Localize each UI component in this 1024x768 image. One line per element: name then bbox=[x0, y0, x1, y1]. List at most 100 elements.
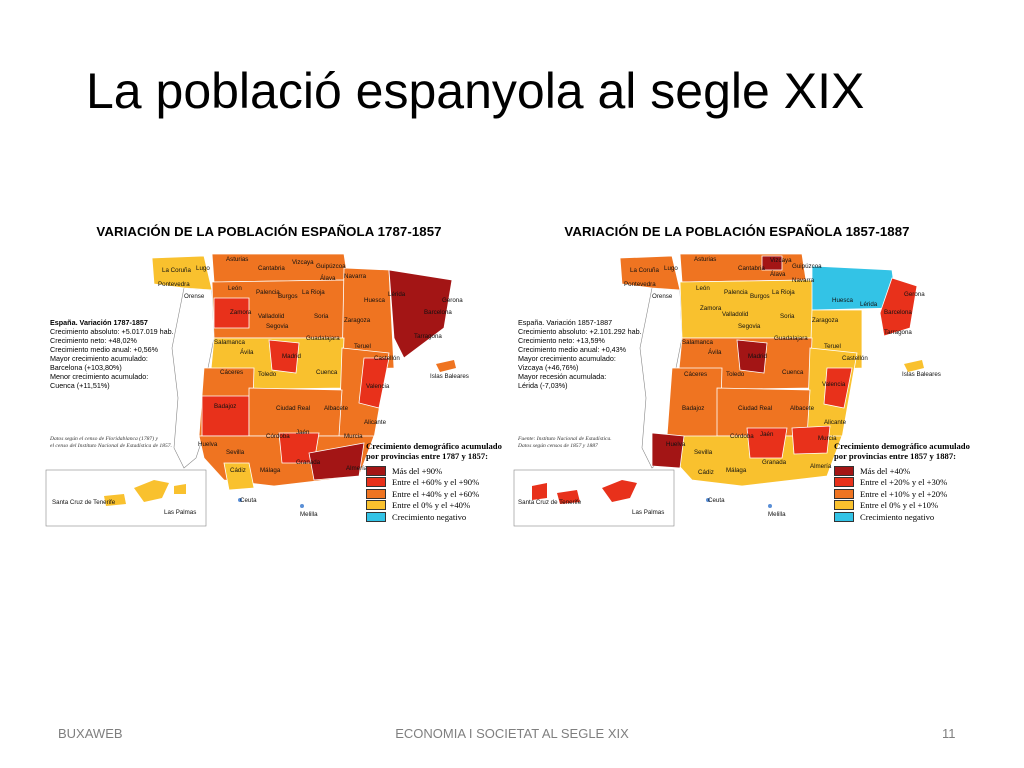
province-label: Orense bbox=[184, 293, 205, 300]
province-label: Ávila bbox=[240, 349, 254, 356]
province-label: Vizcaya bbox=[770, 257, 792, 264]
province-label: La Coruña bbox=[162, 267, 191, 274]
legend: Crecimiento demográfico acumulado por pr… bbox=[366, 441, 502, 523]
legend-swatch bbox=[366, 511, 386, 522]
province-label: Castellón bbox=[374, 355, 400, 362]
province-label: Huesca bbox=[832, 297, 854, 304]
legend-item: Entre el 0% y el +10% bbox=[834, 500, 970, 512]
province-label: Almería bbox=[810, 463, 832, 470]
province-label: Lugo bbox=[196, 265, 210, 272]
legend-label: Crecimiento negativo bbox=[860, 511, 935, 522]
summary-line: Mayor recesión acumulada: bbox=[518, 372, 607, 381]
province-label: Las Palmas bbox=[632, 509, 664, 516]
legend-title: por provincias entre 1787 y 1857: bbox=[366, 450, 488, 461]
province-label: Orense bbox=[652, 293, 673, 300]
summary-line: Lérida (-7,03%) bbox=[518, 381, 568, 390]
legend: Crecimiento demográfico acumulado por pr… bbox=[834, 441, 970, 523]
legend-item: Más del +40% bbox=[834, 465, 970, 477]
legend-item: Entre el 0% y el +40% bbox=[366, 500, 502, 512]
map-1857-1887: La Coruña Lugo Asturias Cantabria Vizcaya Gui… bbox=[512, 218, 970, 530]
province-madrid bbox=[268, 339, 300, 374]
legend-item: Crecimiento negativo bbox=[366, 511, 502, 523]
province-label: Murcia bbox=[344, 433, 363, 440]
legend-swatch bbox=[366, 477, 386, 488]
province-label: Granada bbox=[762, 459, 787, 466]
province-valencia bbox=[358, 357, 390, 409]
summary-line: Crecimiento absoluto: +2.101.292 hab. bbox=[518, 327, 642, 336]
province-label: León bbox=[696, 285, 710, 292]
province-label: Madrid bbox=[282, 353, 301, 360]
legend-label: Entre el 0% y el +40% bbox=[392, 500, 471, 511]
province-label: Segovia bbox=[738, 323, 761, 330]
province-label: Badajoz bbox=[682, 405, 704, 412]
province-label: Madrid bbox=[748, 353, 767, 360]
map-1787-1857: La Coruña Lugo Asturias Cantabria Vizcaya Gui… bbox=[44, 218, 502, 530]
province-label: León bbox=[228, 285, 242, 292]
legend-swatch bbox=[834, 477, 854, 488]
province-label: Ciudad Real bbox=[276, 405, 310, 412]
province-label: Navarra bbox=[792, 277, 815, 284]
summary-line: Crecimiento medio anual: +0,56% bbox=[50, 345, 159, 354]
province-madrid bbox=[736, 339, 768, 374]
province-label: Burgos bbox=[750, 293, 770, 300]
source-line: el censo del Instituto Nacional de Estad… bbox=[50, 443, 172, 449]
province-label: Tarragona bbox=[884, 329, 912, 336]
province-label: La Rioja bbox=[302, 289, 325, 296]
province-vizcaya bbox=[761, 255, 783, 271]
province-label: Salamanca bbox=[682, 339, 714, 346]
source-line: Datos según el censo de Floridablanca (1… bbox=[50, 436, 158, 442]
province-label: Almería bbox=[346, 465, 368, 472]
province-label: Navarra bbox=[344, 273, 367, 280]
legend-swatch bbox=[834, 500, 854, 511]
legend-label: Más del +90% bbox=[392, 465, 443, 476]
province-label: Jaén bbox=[296, 429, 310, 436]
province-label: Vizcaya bbox=[292, 259, 314, 266]
province-label: Cáceres bbox=[684, 371, 707, 378]
legend-swatch bbox=[366, 465, 386, 476]
province-label: Cáceres bbox=[220, 369, 243, 376]
province-catalonia bbox=[388, 269, 453, 359]
province-label: Barcelona bbox=[424, 309, 452, 316]
summary-line: Crecimiento medio anual: +0,43% bbox=[518, 345, 627, 354]
summary-line: Menor crecimiento acumulado: bbox=[50, 372, 149, 381]
legend-swatch bbox=[834, 465, 854, 476]
province-label: Ávila bbox=[708, 349, 722, 356]
province-valencia bbox=[823, 367, 853, 409]
province-label: Ceuta bbox=[240, 497, 257, 504]
province-label: Islas Baleares bbox=[430, 373, 469, 380]
province-label: Cantabria bbox=[738, 265, 765, 272]
province-label: Tarragona bbox=[414, 333, 442, 340]
province-label: Gerona bbox=[442, 297, 463, 304]
province-label: La Rioja bbox=[772, 289, 795, 296]
legend-swatch bbox=[366, 488, 386, 499]
province-label: Jaén bbox=[760, 431, 774, 438]
province-label: Alicante bbox=[824, 419, 847, 426]
province-catalonia bbox=[879, 277, 918, 337]
province-label: Huelva bbox=[198, 441, 218, 448]
summary-line: Crecimiento neto: +48,02% bbox=[50, 336, 137, 345]
summary-heading: España. Variación 1787-1857 bbox=[50, 318, 148, 327]
province-label: Zamora bbox=[700, 305, 722, 312]
legend-title: Crecimiento demográfico acumulado bbox=[366, 441, 502, 451]
legend-title: por provincias entre 1857 y 1887: bbox=[834, 450, 956, 461]
province-label: Valencia bbox=[822, 381, 846, 388]
map-title: VARIACIÓN DE LA POBLACIÓN ESPAÑOLA 1787-… bbox=[96, 224, 442, 239]
canary-inset-frame bbox=[45, 469, 207, 527]
legend-label: Crecimiento negativo bbox=[392, 511, 467, 522]
province-label: Álava bbox=[320, 275, 336, 282]
province-label: Las Palmas bbox=[164, 509, 196, 516]
province-label: Valladolid bbox=[258, 313, 285, 320]
province-murcia bbox=[791, 425, 831, 455]
summary-heading: España. Variación 1857-1887 bbox=[518, 318, 613, 327]
province-label: Zaragoza bbox=[812, 317, 839, 324]
summary-line: Crecimiento absoluto: +5.017.019 hab. bbox=[50, 327, 174, 336]
legend-item: Crecimiento negativo bbox=[834, 511, 970, 523]
province-label: Soria bbox=[780, 313, 795, 320]
province-label: Badajoz bbox=[214, 403, 236, 410]
province-label: Ceuta bbox=[708, 497, 725, 504]
summary-line: Mayor crecimiento acumulado: bbox=[518, 354, 616, 363]
summary-line: Vizcaya (+46,76%) bbox=[518, 363, 579, 372]
province-label: Huesca bbox=[364, 297, 386, 304]
legend-title: Crecimiento demográfico acumulado bbox=[834, 441, 970, 451]
province-label: Toledo bbox=[726, 371, 745, 378]
